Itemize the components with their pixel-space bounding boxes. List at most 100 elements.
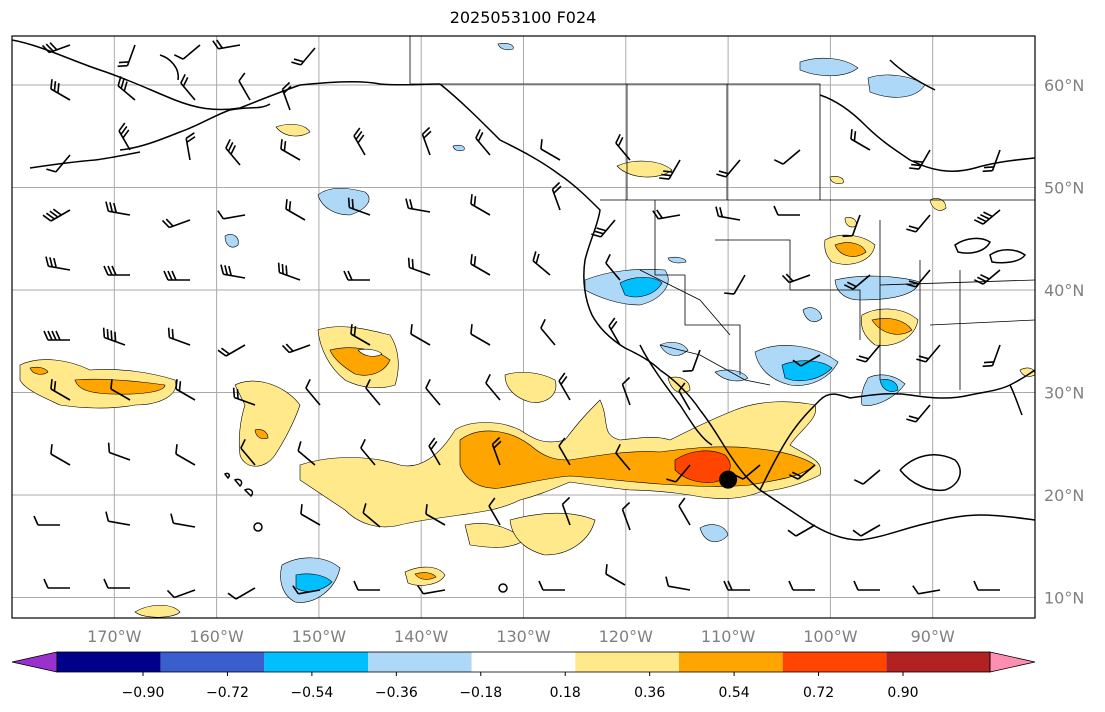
- wind-barb: [103, 578, 130, 589]
- wind-barb: [110, 379, 131, 401]
- positive-anomaly-core: [871, 318, 913, 335]
- wind-barb: [558, 372, 571, 401]
- colorbar-outline: [56, 651, 991, 673]
- positive-anomaly-region: [829, 176, 844, 184]
- longitude-tick-label: 100°W: [803, 627, 858, 646]
- wind-barb: [291, 47, 316, 66]
- latitude-tick-labels: 60°N 50°N 40°N 30°N 20°N 10°N: [1044, 76, 1084, 608]
- wind-barb: [33, 515, 60, 526]
- wind-barb: [852, 524, 881, 537]
- wind-barb: [217, 210, 246, 220]
- positive-anomaly-region: [1019, 367, 1035, 377]
- wind-barb: [470, 194, 491, 216]
- storm-center-marker: [719, 470, 738, 489]
- wind-barb: [973, 269, 1001, 285]
- wind-barb: [723, 580, 750, 591]
- wind-barb: [46, 154, 71, 173]
- wind-barb: [973, 580, 1000, 591]
- latitude-tick-label: 40°N: [1044, 281, 1084, 300]
- negative-anomaly-region: [802, 307, 823, 323]
- longitude-tick-label: 170°W: [87, 627, 142, 646]
- wind-barb: [185, 132, 196, 161]
- negative-anomaly-region: [224, 234, 239, 248]
- wind-barb: [853, 469, 881, 485]
- wind-barb: [50, 444, 71, 466]
- wind-barb: [217, 344, 246, 357]
- negative-anomaly-core: [295, 573, 333, 592]
- wind-barb: [788, 464, 816, 480]
- negative-anomaly-region: [699, 524, 729, 542]
- colorbar-tick-label: 0.90: [887, 685, 918, 701]
- colorbar-tick-label: −0.36: [375, 685, 418, 701]
- wind-barb: [102, 327, 126, 346]
- wind-barb: [421, 126, 432, 156]
- wind-barb: [792, 354, 821, 367]
- wind-barb: [118, 122, 131, 151]
- colorbar-extend-max: [989, 651, 1036, 673]
- wind-barb: [42, 208, 71, 222]
- wind-barb: [117, 76, 136, 101]
- longitude-tick-label: 160°W: [189, 627, 244, 646]
- positive-anomaly-region: [275, 123, 311, 137]
- negative-anomaly-core: [781, 360, 833, 381]
- colorbar-tick-label: −0.90: [122, 685, 165, 701]
- wind-barb: [425, 378, 441, 406]
- wind-barb: [167, 327, 191, 346]
- wind-barb: [781, 273, 811, 284]
- longitude-tick-label: 90°W: [911, 627, 955, 646]
- wind-barb: [41, 42, 71, 54]
- longitude-tick-label: 140°W: [394, 627, 449, 646]
- latitude-tick-label: 60°N: [1044, 76, 1084, 95]
- wind-barb: [773, 205, 800, 216]
- wind-barb: [787, 524, 816, 537]
- wind-barb: [773, 149, 801, 165]
- wind-barb: [561, 496, 571, 526]
- wind-barb: [285, 199, 306, 221]
- wind-barb: [175, 379, 196, 401]
- wind-barb: [615, 443, 631, 471]
- wind-barb: [50, 379, 71, 401]
- wind-barb: [117, 44, 136, 68]
- colorbar: −0.90 −0.72 −0.54 −0.36 −0.18 0.18 0.36 0.54 0.7…: [11, 651, 1036, 701]
- colorbar-segment: [679, 652, 783, 672]
- wind-barb: [347, 197, 371, 216]
- wind-barb: [232, 387, 256, 406]
- wind-barb: [163, 270, 190, 281]
- wind-barb: [485, 373, 501, 401]
- colorbar-tick-label: 0.18: [550, 685, 581, 701]
- wind-barb: [912, 585, 941, 595]
- wind-barb: [277, 262, 301, 281]
- colorbar-segment: [160, 652, 265, 672]
- map-frame: [11, 35, 1036, 619]
- wind-barb: [417, 585, 446, 595]
- wind-barb: [724, 274, 746, 295]
- colorbar-extend-min: [11, 651, 58, 673]
- wind-barb: [906, 404, 931, 423]
- colorbar-tick-label: −0.54: [290, 685, 333, 701]
- wind-barb: [425, 504, 446, 526]
- wind-barb: [405, 198, 431, 213]
- wind-barb: [488, 497, 501, 526]
- wind-barb: [300, 504, 321, 526]
- wind-barb: [170, 513, 196, 528]
- wind-barb: [853, 580, 880, 591]
- wind-barb: [591, 219, 616, 238]
- wind-barb: [225, 138, 241, 166]
- negative-anomaly-region: [667, 256, 687, 264]
- wind-barb: [353, 580, 380, 591]
- wind-barb: [220, 264, 246, 279]
- colorbar-tick-label: 0.36: [634, 685, 665, 701]
- wind-barb: [682, 349, 701, 373]
- wind-barb: [407, 257, 431, 276]
- shaded-fields: [19, 43, 1035, 618]
- wind-barb: [982, 344, 1001, 368]
- negative-anomaly-core: [879, 379, 899, 392]
- wind-barb: [240, 438, 256, 466]
- wind-barb: [428, 437, 441, 466]
- positive-anomaly-region: [616, 160, 673, 178]
- wind-barb: [353, 127, 366, 156]
- wind-barb: [842, 214, 861, 238]
- wind-barb: [621, 501, 631, 531]
- wind-barb: [280, 139, 301, 161]
